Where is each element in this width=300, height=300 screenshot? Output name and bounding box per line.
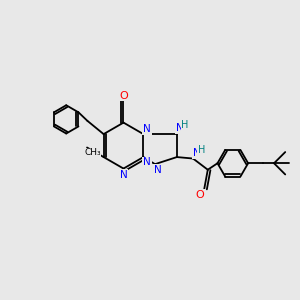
Text: N: N bbox=[120, 170, 128, 180]
Text: N: N bbox=[143, 158, 151, 167]
Text: N: N bbox=[176, 123, 184, 133]
Text: N: N bbox=[143, 124, 151, 134]
Text: CH₃: CH₃ bbox=[84, 148, 101, 157]
Text: H: H bbox=[182, 120, 189, 130]
Text: N: N bbox=[154, 165, 162, 175]
Text: H: H bbox=[198, 145, 206, 155]
Text: O: O bbox=[196, 190, 204, 200]
Text: O: O bbox=[119, 91, 128, 100]
Text: N: N bbox=[193, 148, 200, 158]
